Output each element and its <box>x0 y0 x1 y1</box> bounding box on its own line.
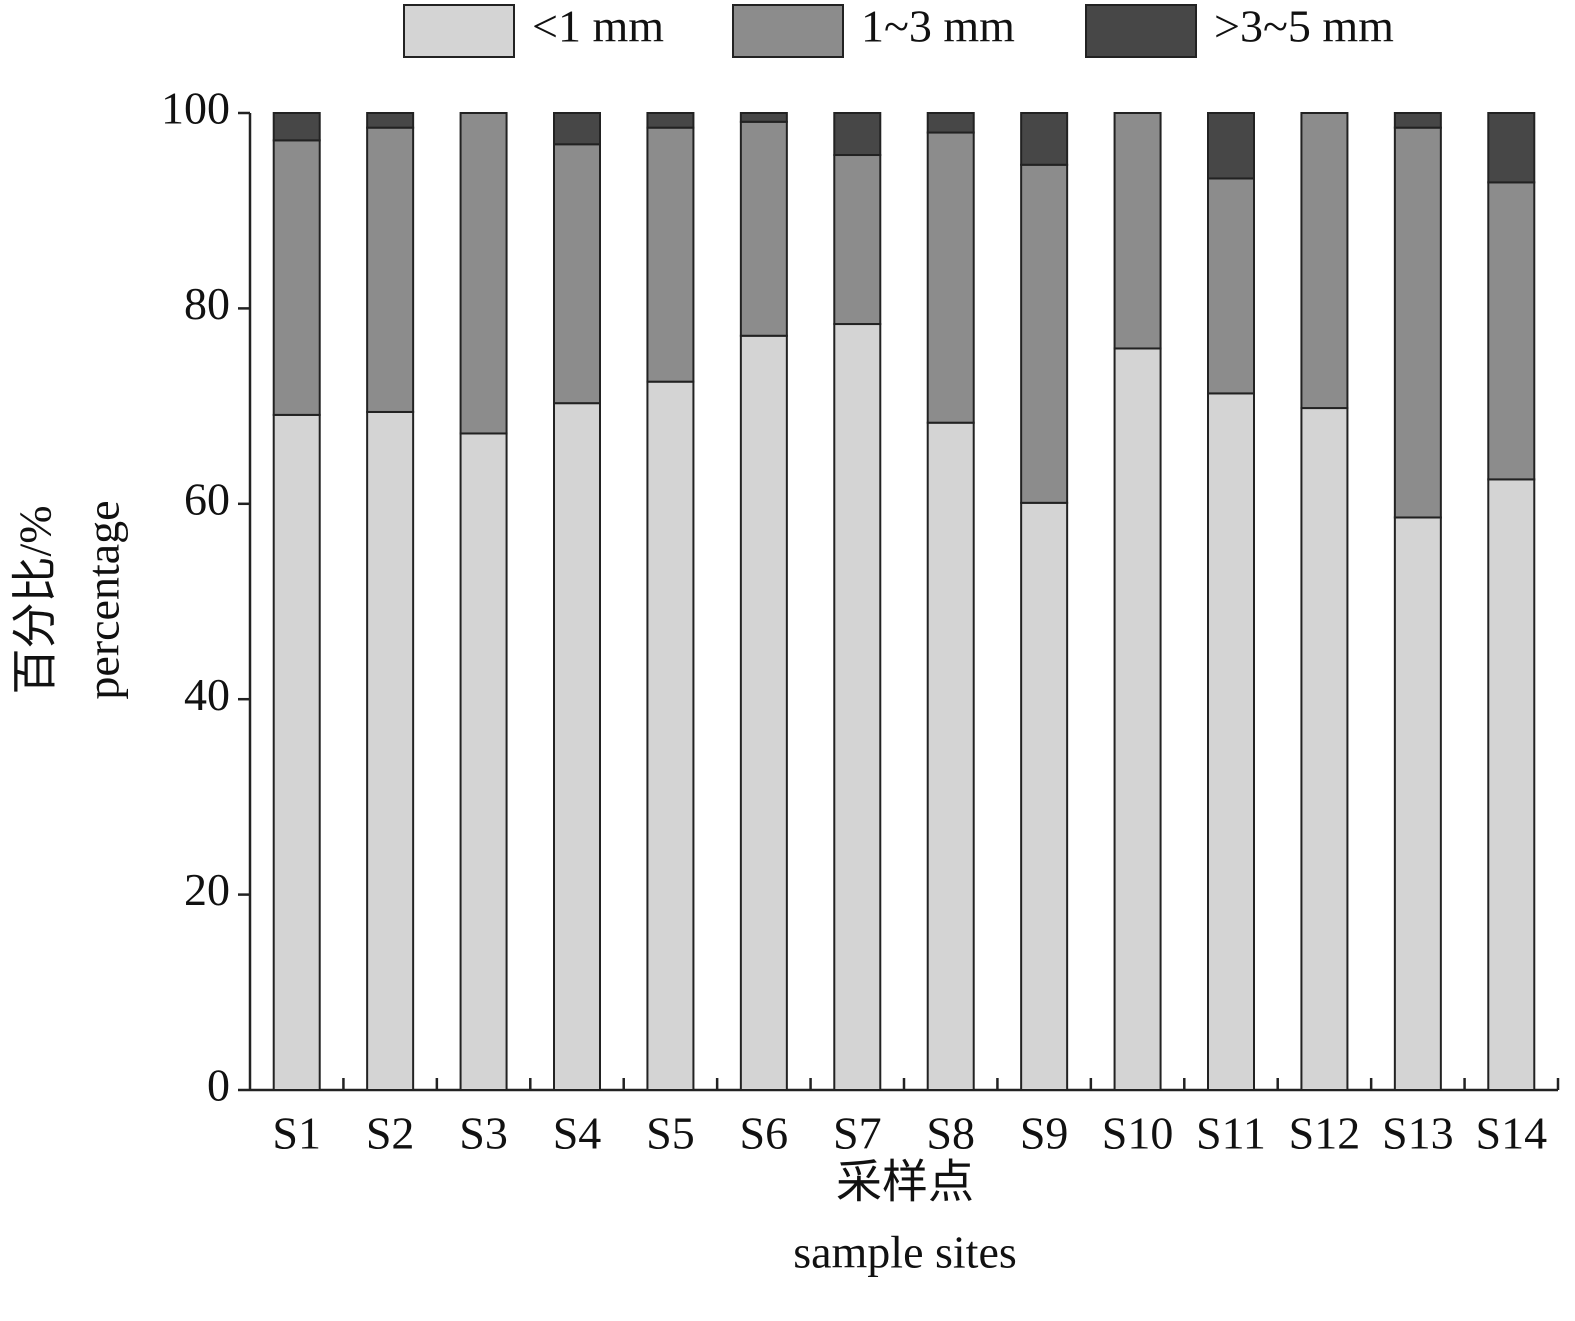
x-tick-label: S1 <box>272 1108 321 1159</box>
bar-segment <box>1020 163 1069 504</box>
x-tick-label: S6 <box>740 1108 789 1159</box>
bar-segment <box>1207 392 1255 1091</box>
bar-segment <box>1207 112 1255 180</box>
y-tick-label: 0 <box>207 1060 230 1111</box>
bar-segment <box>926 421 975 1092</box>
bar-segment <box>646 126 695 383</box>
bar-segment <box>459 432 508 1091</box>
bar-segment <box>926 112 975 134</box>
x-tick-label: S7 <box>833 1108 882 1159</box>
bar-segment <box>739 112 788 123</box>
bar-segment <box>1300 407 1349 1091</box>
bar-segment <box>646 112 695 129</box>
bar-segment <box>1300 112 1349 410</box>
bar-segment <box>739 120 788 337</box>
y-axis-label: 百分比/% <box>10 505 61 694</box>
bar-segment <box>366 410 415 1092</box>
bar-segment <box>646 380 695 1091</box>
bar-segment <box>459 112 508 435</box>
bar-segment <box>553 402 601 1091</box>
bar-segment <box>1020 501 1069 1091</box>
bar-segment <box>1487 112 1536 184</box>
x-axis-label: 采样点 <box>836 1157 974 1208</box>
bar-segment <box>366 126 415 413</box>
bar-segment <box>833 154 882 326</box>
bar-segment <box>272 139 321 416</box>
bar-segment <box>926 131 975 424</box>
x-tick-label: S8 <box>926 1108 975 1159</box>
bar-segment <box>1487 181 1536 481</box>
bar-segment <box>553 143 601 405</box>
x-axis-label: sample sites <box>793 1227 1017 1278</box>
y-tick-label: 20 <box>184 864 230 915</box>
legend-label: 1~3 mm <box>861 1 1015 52</box>
legend-label: <1 mm <box>532 1 664 52</box>
bar-segment <box>272 112 321 142</box>
bar-segment <box>1113 112 1162 350</box>
bar-segment <box>833 112 882 157</box>
y-tick-label: 60 <box>184 473 230 524</box>
y-tick-label: 80 <box>184 278 230 329</box>
x-tick-label: S13 <box>1382 1108 1454 1159</box>
x-tick-label: S3 <box>459 1108 508 1159</box>
legend-label: >3~5 mm <box>1214 1 1394 52</box>
y-tick-label: 40 <box>184 669 230 720</box>
bar-segment <box>739 334 788 1092</box>
bar-segment <box>1393 126 1442 519</box>
x-tick-label: S14 <box>1475 1108 1547 1159</box>
bar-segment <box>553 112 601 146</box>
bar-segment <box>272 413 321 1091</box>
bar-segment <box>833 323 882 1092</box>
legend-swatch <box>403 4 515 58</box>
bar-segment <box>1487 478 1536 1091</box>
x-tick-label: S11 <box>1196 1108 1266 1159</box>
x-tick-label: S12 <box>1289 1108 1361 1159</box>
x-tick-label: S10 <box>1102 1108 1174 1159</box>
x-tick-label: S9 <box>1020 1108 1069 1159</box>
bar-segment <box>1207 177 1255 395</box>
bar-segment <box>1393 112 1442 129</box>
x-tick-label: S5 <box>646 1108 695 1159</box>
bar-segment <box>1020 112 1069 166</box>
bar-segment <box>1113 347 1162 1092</box>
y-tick-label: 100 <box>161 83 230 134</box>
x-tick-label: S4 <box>553 1108 602 1159</box>
y-axis-label: percentage <box>78 500 129 699</box>
bar-segment <box>1393 516 1442 1091</box>
legend-swatch <box>732 4 844 58</box>
x-tick-label: S2 <box>366 1108 415 1159</box>
legend-swatch <box>1085 4 1197 58</box>
bar-segment <box>366 112 415 129</box>
